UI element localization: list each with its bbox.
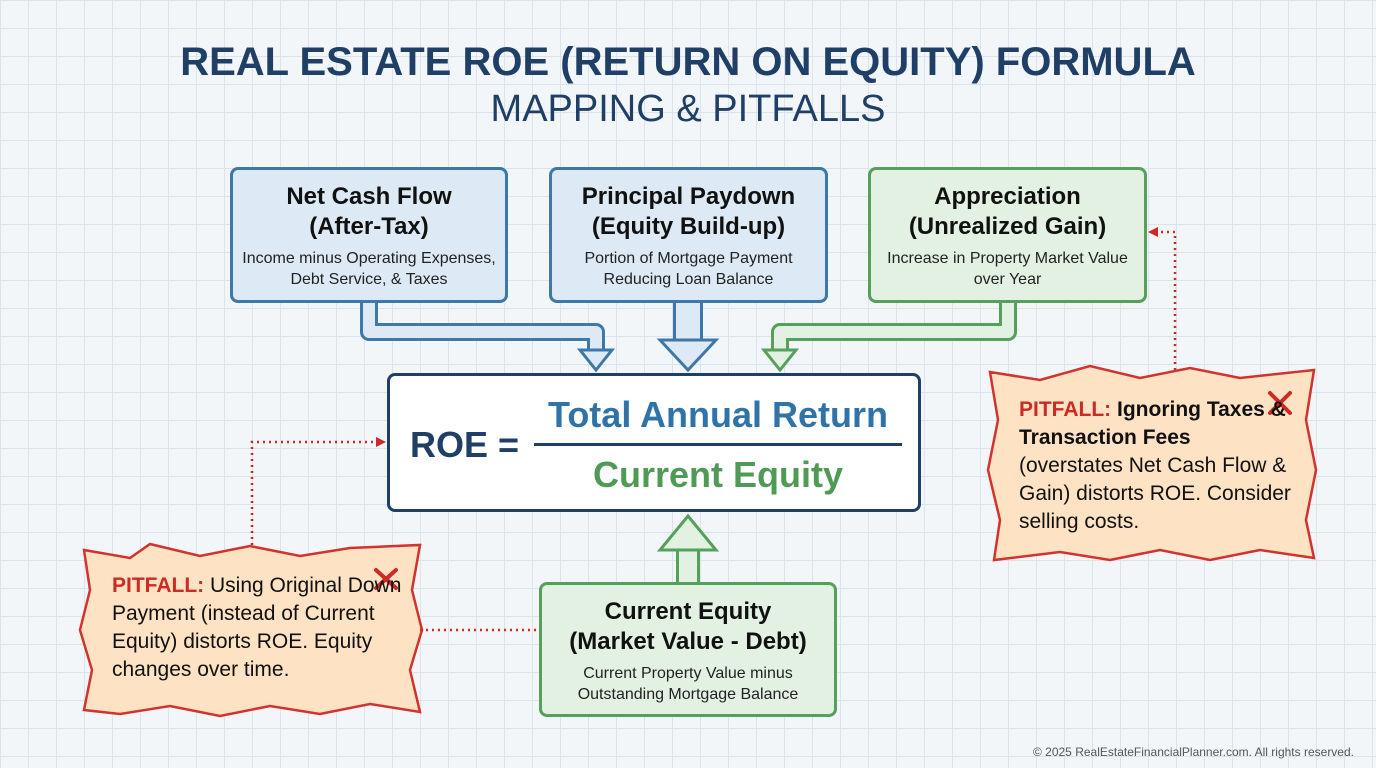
box-subtitle: (After-Tax): [309, 213, 429, 240]
footer: © 2025 RealEstateFinancialPlanner.com. A…: [1032, 745, 1354, 759]
pitfall-text: (overstates Net Cash Flow & Gain) distor…: [1019, 454, 1291, 533]
box-title: Principal Paydown: [581, 183, 796, 210]
pitfall: PITFALL: Using Original Down Payment (in…: [112, 572, 402, 684]
box-description: Current Property Value minus Outstanding…: [577, 665, 799, 703]
formula-lhs: ROE =: [410, 424, 520, 465]
pitfall-label: PITFALL:: [1019, 398, 1112, 421]
box-description: Portion of Mortgage Payment Reducing Loa…: [584, 250, 793, 288]
box-subtitle: (Equity Build-up): [591, 213, 786, 240]
pitfall-shape: [986, 364, 1318, 562]
box-subtitle: (Unrealized Gain): [908, 213, 1107, 240]
formula-box: ROE = Total Annual Return Current Equity: [387, 373, 921, 512]
title: REAL ESTATE ROE (RETURN ON EQUITY) FORMU…: [180, 40, 1196, 84]
fraction-bar: [534, 443, 902, 446]
denominator: Current Equity: [592, 454, 843, 495]
x-icon: [374, 391, 1292, 590]
component-box: Principal Paydown (Equity Build-up) Port…: [549, 167, 828, 303]
box-title: Current Equity: [604, 598, 772, 625]
pitfall-link: [1156, 230, 1177, 370]
component-box: Appreciation (Unrealized Gain) Increase …: [868, 167, 1147, 303]
pitfall: PITFALL: Ignoring Taxes & Transaction Fe…: [1019, 396, 1294, 536]
pitfall-label: PITFALL:: [112, 574, 205, 597]
box-description: Increase in Property Market Value over Y…: [887, 250, 1128, 288]
box-title: Appreciation: [934, 183, 1081, 210]
box-description: Income minus Operating Expenses, Debt Se…: [242, 250, 496, 288]
pitfall-text: Using Original Down Payment (instead of …: [112, 574, 402, 681]
pitfall-shape: [78, 542, 424, 718]
box-subtitle: (Market Value - Debt): [569, 628, 807, 655]
component-box: Net Cash Flow (After-Tax) Income minus O…: [230, 167, 508, 303]
box-title: Net Cash Flow: [286, 183, 452, 210]
numerator: Total Annual Return: [548, 394, 888, 435]
pitfall-link: [250, 440, 378, 545]
equity-box: Current Equity (Market Value - Debt) Cur…: [539, 582, 837, 717]
subtitle: MAPPING & PITFALLS: [490, 88, 886, 130]
pitfall-emphasis: Ignoring Taxes & Transaction Fees: [1019, 398, 1286, 449]
